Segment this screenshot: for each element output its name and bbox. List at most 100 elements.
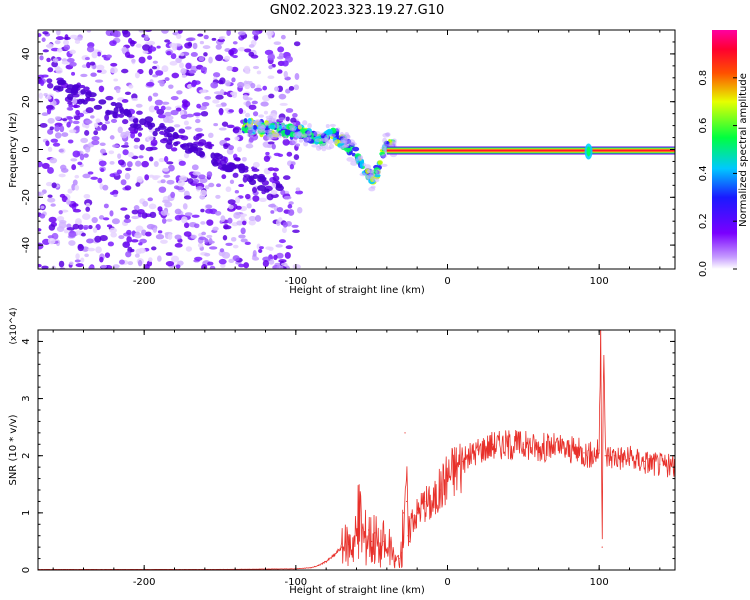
- noise-blob: [215, 210, 222, 216]
- diagonal-trace-blob: [72, 84, 80, 89]
- y-tick-label: -20: [21, 189, 32, 205]
- noise-blob: [241, 156, 247, 162]
- noise-blob: [49, 126, 54, 131]
- noise-blob: [238, 213, 248, 217]
- noise-blob: [251, 256, 259, 261]
- trace-halo-blob: [369, 172, 376, 177]
- snr-data-point: [407, 535, 409, 537]
- noise-blob: [203, 52, 208, 57]
- trace-halo-blob: [263, 129, 272, 134]
- noise-blob: [199, 189, 208, 197]
- noise-blob: [72, 150, 81, 158]
- noise-blob: [237, 31, 246, 36]
- trace-halo-blob: [381, 143, 389, 148]
- noise-blob: [171, 255, 180, 263]
- noise-blob: [63, 44, 71, 51]
- snr-data-point: [340, 546, 342, 548]
- noise-blob: [183, 231, 192, 237]
- noise-blob: [244, 48, 252, 53]
- noise-blob: [238, 183, 245, 188]
- noise-blob: [110, 62, 118, 67]
- noise-blob: [207, 261, 214, 266]
- noise-blob: [80, 73, 88, 78]
- noise-blob: [147, 95, 153, 102]
- diagonal-trace-blob: [189, 143, 199, 149]
- noise-blob: [144, 34, 149, 41]
- diagonal-trace-blob: [80, 89, 86, 95]
- noise-blob: [164, 77, 170, 82]
- noise-blob: [124, 185, 132, 191]
- spectral-trace-blob: [253, 125, 258, 130]
- noise-blob: [61, 132, 69, 137]
- noise-blob: [95, 246, 102, 254]
- snr-data-point: [410, 517, 412, 520]
- noise-blob: [252, 161, 260, 168]
- noise-blob: [282, 227, 287, 234]
- noise-blob: [134, 232, 142, 239]
- noise-blob: [69, 49, 76, 55]
- noise-blob: [66, 227, 75, 231]
- noise-blob: [263, 110, 268, 115]
- noise-blob: [135, 103, 143, 108]
- noise-blob: [47, 146, 53, 152]
- noise-blob: [126, 54, 135, 59]
- noise-blob: [184, 212, 193, 217]
- noise-blob: [171, 72, 180, 79]
- noise-blob: [210, 81, 219, 89]
- noise-blob: [272, 172, 277, 177]
- noise-blob: [151, 65, 158, 70]
- noise-blob: [164, 156, 169, 163]
- noise-blob: [125, 242, 130, 248]
- trace-halo-blob: [364, 164, 372, 170]
- noise-blob: [203, 34, 209, 40]
- noise-blob: [242, 220, 247, 226]
- trace-halo-blob: [319, 132, 325, 136]
- noise-blob: [219, 110, 224, 116]
- figure-title: GN02.2023.323.19.27.G10: [270, 3, 445, 18]
- diagonal-trace-blob: [221, 164, 228, 171]
- noise-blob: [147, 55, 153, 60]
- noise-blob: [250, 208, 256, 213]
- noise-blob: [47, 237, 56, 245]
- noise-blob: [73, 115, 81, 121]
- snr-x-ticks: -200 -100 0 100: [52, 330, 661, 588]
- snr-x-label: Height of straight line (km): [289, 585, 425, 596]
- noise-blob: [156, 45, 161, 49]
- noise-blob: [215, 44, 222, 50]
- trace-halo-blob: [264, 122, 271, 127]
- noise-blob: [125, 251, 132, 258]
- noise-blob: [178, 128, 186, 134]
- noise-blob: [166, 218, 173, 222]
- noise-blob: [58, 260, 65, 268]
- snr-data-point: [644, 460, 646, 463]
- snr-data-point: [393, 560, 396, 563]
- noise-blob: [232, 255, 240, 262]
- trace-halo-blob: [245, 112, 251, 118]
- noise-blob: [54, 40, 61, 45]
- noise-blob: [139, 238, 147, 244]
- noise-blob: [160, 239, 168, 244]
- noise-blob: [218, 36, 224, 40]
- noise-blob: [283, 70, 288, 78]
- noise-blob: [288, 85, 295, 91]
- noise-blob: [190, 52, 198, 57]
- noise-blob: [118, 235, 125, 240]
- noise-blob: [181, 216, 188, 224]
- noise-blob: [252, 65, 260, 70]
- noise-blob: [102, 184, 109, 191]
- trace-halo-blob: [306, 136, 312, 142]
- noise-blob: [258, 197, 267, 203]
- noise-blob: [88, 97, 96, 102]
- noise-blob: [284, 251, 291, 259]
- snr-data-point: [402, 512, 405, 514]
- diagonal-trace-blob: [187, 147, 194, 153]
- noise-blob: [150, 139, 158, 146]
- noise-blob: [221, 251, 231, 259]
- noise-blob: [244, 241, 251, 246]
- noise-blob: [185, 37, 194, 42]
- noise-blob: [77, 244, 84, 252]
- noise-blob: [164, 111, 172, 117]
- noise-blob: [67, 139, 74, 144]
- noise-blob: [232, 54, 238, 59]
